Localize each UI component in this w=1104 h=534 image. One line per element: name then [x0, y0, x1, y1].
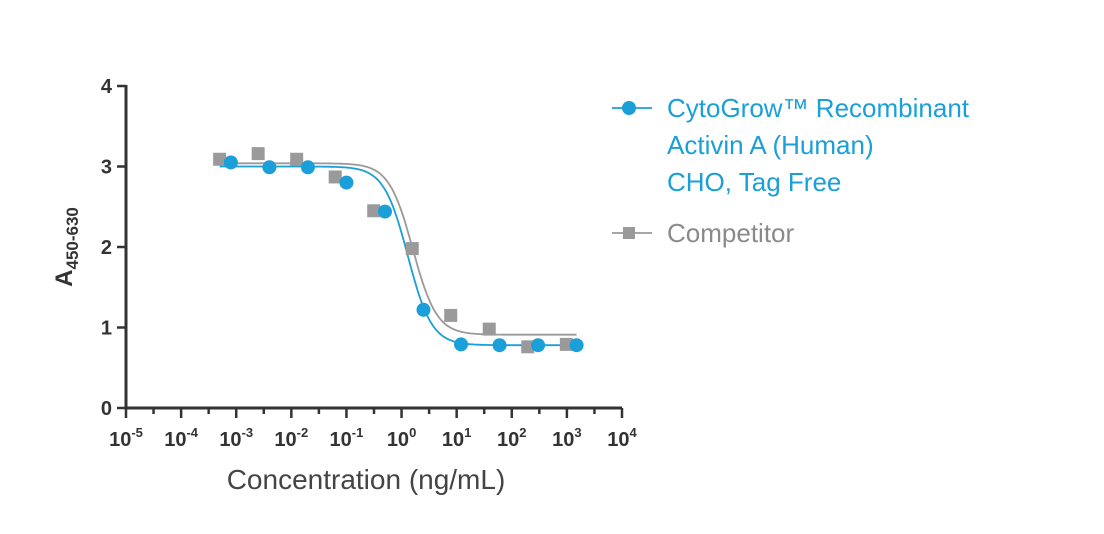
data-point-series-2	[482, 322, 496, 336]
legend-label-1: CHO, Tag Free	[667, 167, 841, 197]
fit-curve-1	[219, 165, 577, 347]
x-ticks: 10-5 10-4 10-3 10-2 10-1 100 101 102 103 104	[109, 408, 638, 451]
data-point-series-2	[367, 204, 381, 218]
data-point-series-1	[300, 160, 315, 175]
x-tick-label: 10-1	[330, 425, 364, 451]
x-tick-label: 10-2	[274, 425, 308, 451]
y-ticks: 0 1 2 3 4	[101, 76, 126, 420]
y-axis: 0 1 2 3 4	[101, 76, 128, 420]
data-point-series-1	[416, 302, 431, 317]
data-point-series-2	[251, 147, 265, 161]
data-point-series-2	[405, 242, 419, 256]
data-point-series-2	[290, 152, 304, 166]
y-axis-label: A450-630	[51, 207, 82, 287]
y-tick-label: 3	[101, 157, 112, 179]
data-point-series-2	[444, 308, 458, 322]
y-tick-label: 0	[101, 398, 112, 420]
y-tick-label: 1	[101, 318, 112, 340]
data-points	[213, 147, 584, 354]
legend-label-1: CytoGrow™ Recombinant	[667, 93, 970, 123]
x-axis: 10-5 10-4 10-3 10-2 10-1 100 101 102 103 104	[109, 406, 638, 451]
data-point-series-2	[213, 152, 227, 166]
y-tick-label: 2	[101, 237, 112, 259]
x-axis-label: Concentration (ng/mL)	[227, 464, 506, 495]
legend-label-2: Competitor	[667, 218, 794, 248]
legend-marker-1	[622, 101, 636, 115]
legend-label-1: Activin A (Human)	[667, 130, 874, 160]
data-point-series-1	[262, 160, 277, 175]
y-tick-label: 4	[101, 76, 113, 98]
data-point-series-1	[223, 155, 238, 170]
data-point-series-1	[569, 338, 584, 353]
x-tick-label: 10-5	[109, 425, 143, 451]
fit-curves	[219, 162, 577, 347]
data-point-series-2	[559, 337, 573, 351]
x-tick-label: 103	[552, 425, 581, 451]
legend: CytoGrow™ Recombinant Activin A (Human) CH…	[612, 93, 970, 248]
x-tick-label: 10-4	[164, 425, 199, 451]
data-point-series-1	[492, 338, 507, 353]
data-point-series-2	[521, 340, 535, 354]
data-point-series-1	[377, 204, 392, 219]
data-point-series-2	[328, 170, 342, 184]
legend-marker-2	[623, 227, 635, 239]
data-point-series-1	[531, 338, 546, 353]
data-point-series-1	[339, 175, 354, 190]
x-tick-label: 104	[607, 425, 637, 451]
data-point-series-1	[454, 337, 469, 352]
x-tick-label: 100	[387, 425, 416, 451]
y-axis-label-main: A	[51, 270, 78, 287]
fit-curve-2	[219, 162, 577, 336]
x-tick-label: 101	[442, 425, 471, 451]
y-axis-label-sub: 450-630	[63, 207, 82, 269]
x-tick-label: 102	[497, 425, 526, 451]
x-tick-label: 10-3	[219, 425, 253, 451]
